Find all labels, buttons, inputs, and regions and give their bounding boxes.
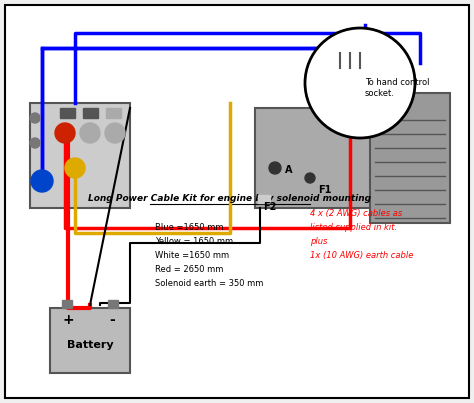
Bar <box>258 195 270 203</box>
Text: Long Power Cable Kit for engine bay solenoid mounting: Long Power Cable Kit for engine bay sole… <box>89 194 372 203</box>
Text: Blue =1650 mm: Blue =1650 mm <box>155 223 224 232</box>
Bar <box>62 300 72 308</box>
Bar <box>108 300 118 308</box>
Circle shape <box>31 170 53 192</box>
Bar <box>30 103 130 208</box>
Circle shape <box>30 113 40 123</box>
Bar <box>60 108 75 118</box>
Bar <box>106 108 121 118</box>
Text: Yellow = 1650 mm: Yellow = 1650 mm <box>155 237 233 246</box>
Text: 4 x (2 AWG) cables as: 4 x (2 AWG) cables as <box>310 209 402 218</box>
Circle shape <box>55 123 75 143</box>
Circle shape <box>80 123 100 143</box>
Bar <box>255 108 375 208</box>
Text: F2: F2 <box>263 202 276 212</box>
Circle shape <box>269 162 281 174</box>
Text: To hand control
socket.: To hand control socket. <box>365 78 429 98</box>
Text: A: A <box>285 165 292 175</box>
Circle shape <box>105 123 125 143</box>
Text: Battery: Battery <box>67 341 113 351</box>
Bar <box>83 108 98 118</box>
Circle shape <box>305 28 415 138</box>
Text: Solenoid earth = 350 mm: Solenoid earth = 350 mm <box>155 279 264 288</box>
Circle shape <box>30 138 40 148</box>
Bar <box>370 93 450 223</box>
Circle shape <box>305 173 315 183</box>
Circle shape <box>65 158 85 178</box>
Text: Red = 2650 mm: Red = 2650 mm <box>155 265 223 274</box>
Text: F1: F1 <box>318 185 331 195</box>
Text: 1x (10 AWG) earth cable: 1x (10 AWG) earth cable <box>310 251 413 260</box>
Text: White =1650 mm: White =1650 mm <box>155 251 229 260</box>
Text: plus: plus <box>310 237 328 246</box>
Text: listed supplied in kit.: listed supplied in kit. <box>310 223 397 232</box>
Text: -: - <box>109 313 115 327</box>
Bar <box>50 308 130 373</box>
Text: +: + <box>62 313 74 327</box>
